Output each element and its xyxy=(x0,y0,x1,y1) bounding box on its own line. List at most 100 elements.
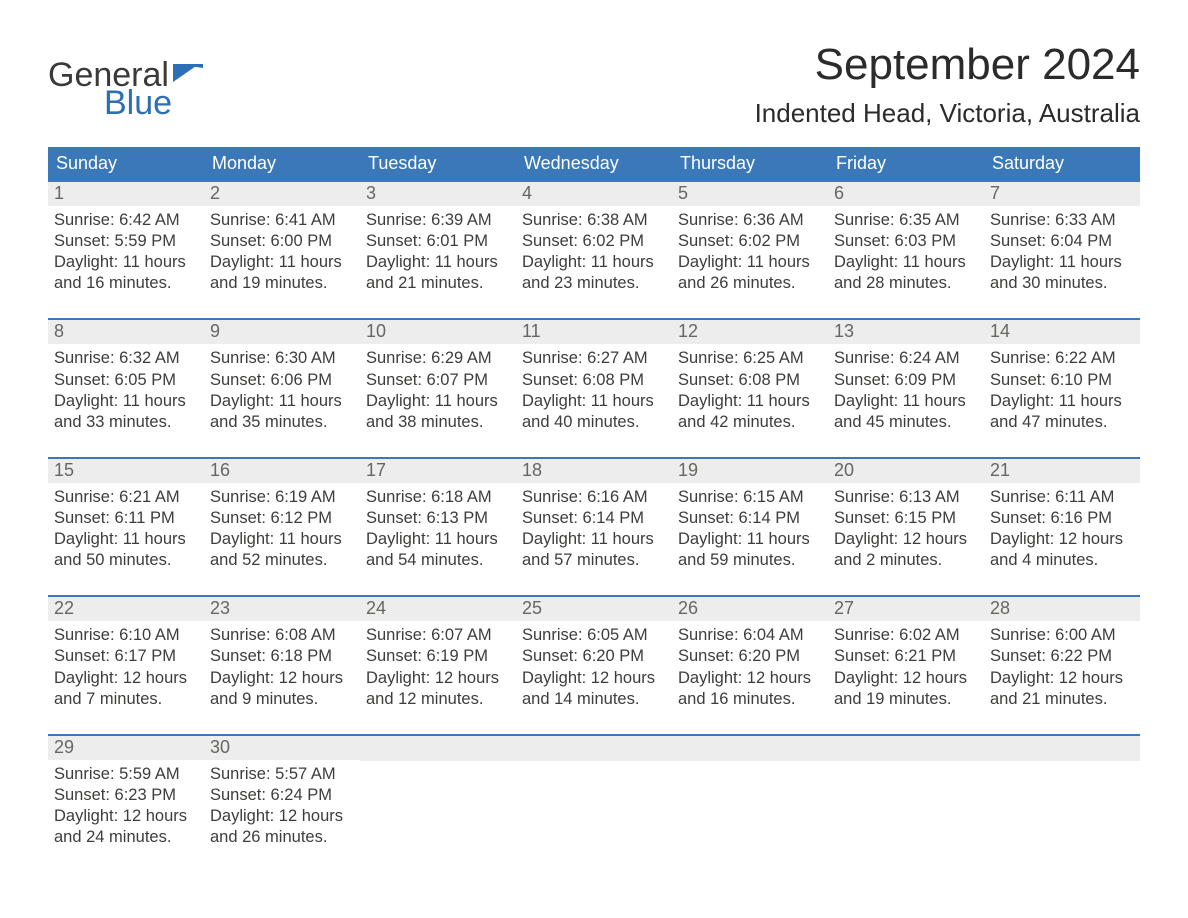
day-line-sunset: Sunset: 6:21 PM xyxy=(834,646,978,667)
day-body: Sunrise: 6:27 AMSunset: 6:08 PMDaylight:… xyxy=(516,344,672,432)
day-line-dl2: and 7 minutes. xyxy=(54,689,198,710)
day-line-dl1: Daylight: 11 hours xyxy=(678,252,822,273)
day-line-sunset: Sunset: 6:02 PM xyxy=(678,231,822,252)
day-body: Sunrise: 6:35 AMSunset: 6:03 PMDaylight:… xyxy=(828,206,984,294)
header: General Blue September 2024 Indented Hea… xyxy=(48,40,1140,143)
day-number: 10 xyxy=(360,318,516,344)
day-line-sunrise: Sunrise: 6:13 AM xyxy=(834,487,978,508)
day-line-sunrise: Sunrise: 6:00 AM xyxy=(990,625,1134,646)
day-cell: 14Sunrise: 6:22 AMSunset: 6:10 PMDayligh… xyxy=(984,318,1140,432)
day-line-dl2: and 21 minutes. xyxy=(366,273,510,294)
day-line-sunrise: Sunrise: 6:05 AM xyxy=(522,625,666,646)
dow-cell: Monday xyxy=(204,147,360,180)
day-line-sunrise: Sunrise: 6:29 AM xyxy=(366,348,510,369)
day-line-sunset: Sunset: 6:08 PM xyxy=(522,370,666,391)
day-line-sunrise: Sunrise: 6:33 AM xyxy=(990,210,1134,231)
day-cell: 3Sunrise: 6:39 AMSunset: 6:01 PMDaylight… xyxy=(360,180,516,294)
day-line-dl2: and 38 minutes. xyxy=(366,412,510,433)
day-line-sunset: Sunset: 6:12 PM xyxy=(210,508,354,529)
empty-day-band xyxy=(360,734,516,761)
month-title: September 2024 xyxy=(755,40,1140,90)
empty-day-band xyxy=(984,734,1140,761)
day-cell: 9Sunrise: 6:30 AMSunset: 6:06 PMDaylight… xyxy=(204,318,360,432)
day-line-sunrise: Sunrise: 5:57 AM xyxy=(210,764,354,785)
day-cell: 25Sunrise: 6:05 AMSunset: 6:20 PMDayligh… xyxy=(516,595,672,709)
day-body: Sunrise: 6:24 AMSunset: 6:09 PMDaylight:… xyxy=(828,344,984,432)
day-number: 23 xyxy=(204,595,360,621)
day-line-dl1: Daylight: 12 hours xyxy=(834,529,978,550)
day-cell: 18Sunrise: 6:16 AMSunset: 6:14 PMDayligh… xyxy=(516,457,672,571)
day-line-dl1: Daylight: 12 hours xyxy=(366,668,510,689)
week-row: 29Sunrise: 5:59 AMSunset: 6:23 PMDayligh… xyxy=(48,734,1140,848)
day-number: 24 xyxy=(360,595,516,621)
day-number: 1 xyxy=(48,180,204,206)
day-body: Sunrise: 6:36 AMSunset: 6:02 PMDaylight:… xyxy=(672,206,828,294)
day-cell: 24Sunrise: 6:07 AMSunset: 6:19 PMDayligh… xyxy=(360,595,516,709)
day-line-dl1: Daylight: 11 hours xyxy=(990,252,1134,273)
day-number: 8 xyxy=(48,318,204,344)
day-line-sunset: Sunset: 5:59 PM xyxy=(54,231,198,252)
day-of-week-header: SundayMondayTuesdayWednesdayThursdayFrid… xyxy=(48,147,1140,180)
day-line-dl2: and 9 minutes. xyxy=(210,689,354,710)
day-line-dl1: Daylight: 12 hours xyxy=(990,529,1134,550)
day-line-dl1: Daylight: 12 hours xyxy=(210,806,354,827)
day-cell: 5Sunrise: 6:36 AMSunset: 6:02 PMDaylight… xyxy=(672,180,828,294)
day-line-dl1: Daylight: 12 hours xyxy=(522,668,666,689)
day-line-dl1: Daylight: 11 hours xyxy=(54,252,198,273)
day-line-dl2: and 40 minutes. xyxy=(522,412,666,433)
day-number: 26 xyxy=(672,595,828,621)
day-cell: 13Sunrise: 6:24 AMSunset: 6:09 PMDayligh… xyxy=(828,318,984,432)
day-line-sunset: Sunset: 6:19 PM xyxy=(366,646,510,667)
day-line-dl1: Daylight: 12 hours xyxy=(210,668,354,689)
day-line-sunset: Sunset: 6:06 PM xyxy=(210,370,354,391)
day-cell: 11Sunrise: 6:27 AMSunset: 6:08 PMDayligh… xyxy=(516,318,672,432)
day-line-dl2: and 30 minutes. xyxy=(990,273,1134,294)
day-cell: 2Sunrise: 6:41 AMSunset: 6:00 PMDaylight… xyxy=(204,180,360,294)
day-body: Sunrise: 6:42 AMSunset: 5:59 PMDaylight:… xyxy=(48,206,204,294)
day-line-dl1: Daylight: 11 hours xyxy=(54,529,198,550)
day-line-sunset: Sunset: 6:20 PM xyxy=(678,646,822,667)
dow-cell: Sunday xyxy=(48,147,204,180)
day-line-sunrise: Sunrise: 6:24 AM xyxy=(834,348,978,369)
day-line-dl2: and 16 minutes. xyxy=(678,689,822,710)
day-number: 29 xyxy=(48,734,204,760)
calendar: SundayMondayTuesdayWednesdayThursdayFrid… xyxy=(48,147,1140,848)
day-cell: 16Sunrise: 6:19 AMSunset: 6:12 PMDayligh… xyxy=(204,457,360,571)
logo-flag-icon xyxy=(173,58,203,92)
day-line-sunset: Sunset: 6:23 PM xyxy=(54,785,198,806)
day-number: 25 xyxy=(516,595,672,621)
day-cell: 12Sunrise: 6:25 AMSunset: 6:08 PMDayligh… xyxy=(672,318,828,432)
day-cell: 28Sunrise: 6:00 AMSunset: 6:22 PMDayligh… xyxy=(984,595,1140,709)
day-line-sunset: Sunset: 6:15 PM xyxy=(834,508,978,529)
day-line-dl2: and 19 minutes. xyxy=(210,273,354,294)
day-line-sunset: Sunset: 6:16 PM xyxy=(990,508,1134,529)
day-cell xyxy=(360,734,516,848)
day-line-sunrise: Sunrise: 6:36 AM xyxy=(678,210,822,231)
day-line-sunset: Sunset: 6:17 PM xyxy=(54,646,198,667)
day-cell: 8Sunrise: 6:32 AMSunset: 6:05 PMDaylight… xyxy=(48,318,204,432)
day-cell: 10Sunrise: 6:29 AMSunset: 6:07 PMDayligh… xyxy=(360,318,516,432)
day-line-dl1: Daylight: 12 hours xyxy=(54,668,198,689)
day-body: Sunrise: 6:39 AMSunset: 6:01 PMDaylight:… xyxy=(360,206,516,294)
day-cell: 4Sunrise: 6:38 AMSunset: 6:02 PMDaylight… xyxy=(516,180,672,294)
day-number: 21 xyxy=(984,457,1140,483)
dow-cell: Thursday xyxy=(672,147,828,180)
day-line-sunrise: Sunrise: 6:32 AM xyxy=(54,348,198,369)
day-cell: 6Sunrise: 6:35 AMSunset: 6:03 PMDaylight… xyxy=(828,180,984,294)
day-number: 30 xyxy=(204,734,360,760)
day-line-sunset: Sunset: 6:10 PM xyxy=(990,370,1134,391)
day-line-sunrise: Sunrise: 6:16 AM xyxy=(522,487,666,508)
day-line-dl1: Daylight: 11 hours xyxy=(834,391,978,412)
day-line-sunset: Sunset: 6:13 PM xyxy=(366,508,510,529)
day-line-sunset: Sunset: 6:18 PM xyxy=(210,646,354,667)
day-line-dl1: Daylight: 11 hours xyxy=(678,391,822,412)
day-line-dl2: and 59 minutes. xyxy=(678,550,822,571)
day-line-dl1: Daylight: 11 hours xyxy=(522,252,666,273)
day-line-dl2: and 54 minutes. xyxy=(366,550,510,571)
day-line-sunset: Sunset: 6:24 PM xyxy=(210,785,354,806)
day-line-dl1: Daylight: 11 hours xyxy=(834,252,978,273)
day-number: 7 xyxy=(984,180,1140,206)
week-row: 22Sunrise: 6:10 AMSunset: 6:17 PMDayligh… xyxy=(48,595,1140,709)
day-cell: 23Sunrise: 6:08 AMSunset: 6:18 PMDayligh… xyxy=(204,595,360,709)
day-body: Sunrise: 5:59 AMSunset: 6:23 PMDaylight:… xyxy=(48,760,204,848)
